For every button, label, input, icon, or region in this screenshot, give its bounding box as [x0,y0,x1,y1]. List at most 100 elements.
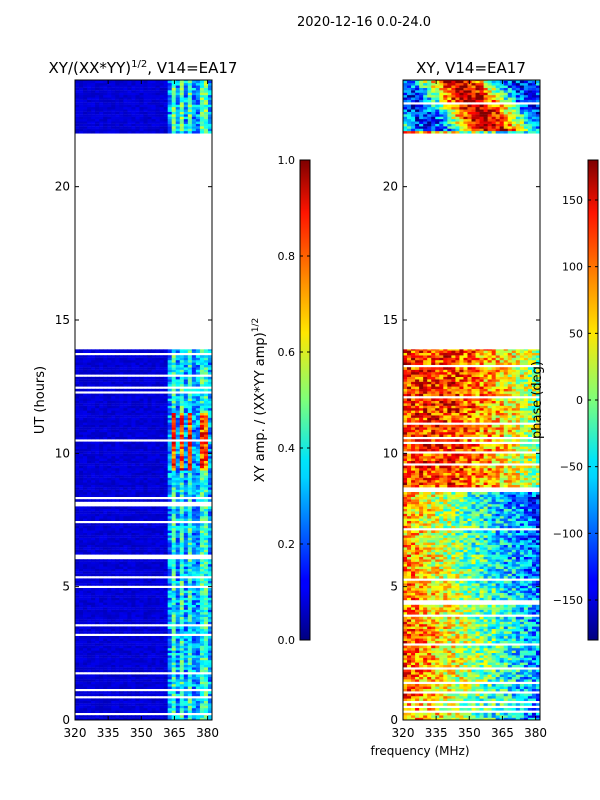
heat-cell [147,592,152,596]
heat-cell [119,540,124,543]
heat-cell [143,540,148,543]
heat-cell [179,379,185,382]
heat-cell [87,573,92,577]
heat-cell [143,118,148,122]
heat-cell [167,650,173,653]
heat-cell [183,494,189,497]
heat-cell [95,427,100,430]
heat-cell [119,403,124,406]
heat-cell [191,118,197,122]
heat-cell [159,420,165,423]
heat-cell [203,717,209,720]
heat-cell [151,405,156,409]
heat-cell [175,388,181,392]
heat-cell [127,664,132,668]
heat-cell [151,417,156,421]
heat-cell [159,650,165,653]
heat-cell [75,429,80,433]
heat-cell [79,109,84,112]
heat-cell [175,357,181,361]
heat-cell [199,715,205,718]
heat-cell [95,384,100,387]
heat-cell [187,410,193,413]
heat-cell [139,511,144,514]
heat-cell [187,655,193,658]
heat-cell [143,403,148,406]
heat-cell [171,477,177,481]
heat-cell [203,487,209,490]
heat-cell [119,441,124,445]
heat-cell [123,717,128,720]
heat-cell [207,583,212,586]
heat-cell [75,376,80,380]
heat-cell [183,434,189,437]
heat-cell [123,621,128,625]
heat-cell [115,513,120,517]
heat-cell [111,542,116,545]
heat-cell [167,523,173,526]
heat-cell [123,667,128,670]
heat-cell [167,403,173,406]
heat-cell [179,532,185,536]
heat-cell [139,626,144,629]
heat-cell [103,422,108,425]
heat-cell [135,360,140,363]
heat-cell [155,650,161,653]
heat-cell [79,657,84,661]
heat-cell [191,703,197,706]
heat-cell [99,530,104,533]
heat-cell [75,561,80,565]
heat-cell [203,573,209,577]
heat-cell [183,118,189,122]
heat-cell [195,463,201,466]
heat-cell [199,448,205,452]
heat-cell [83,367,88,370]
heat-cell [119,523,124,526]
heat-cell [79,441,84,445]
heat-cell [119,410,124,413]
heat-cell [111,657,116,661]
heat-cell [83,532,88,536]
heat-cell [167,561,173,565]
heat-cell [159,628,165,632]
heat-cell [187,508,193,512]
heat-cell [119,528,124,531]
heat-cell [79,412,84,416]
heat-cell [139,123,144,127]
heat-cell [203,547,209,550]
heat-cell [107,126,112,129]
heat-cell [111,446,116,449]
heat-cell [155,616,161,620]
heat-cell [79,655,84,658]
heat-cell [147,403,152,406]
heat-cell [159,600,165,603]
heat-cell [115,662,120,665]
heat-cell [179,715,185,718]
heat-cell [171,684,177,687]
heat-cell [107,118,112,122]
heat-cell [103,537,108,541]
heat-cell [155,592,161,596]
heat-cell [195,595,201,598]
heat-cell [123,376,128,380]
heat-cell [83,679,88,682]
heat-cell [155,604,161,608]
heat-cell [139,379,144,382]
heat-cell [199,708,205,711]
heat-cell [135,559,140,562]
heat-cell [111,693,116,697]
heat-cell [99,580,104,584]
heat-cell [87,126,92,129]
heat-cell [183,499,189,502]
heat-cell [207,388,212,392]
heat-cell [91,388,96,392]
heat-cell [135,525,140,529]
heat-cell [131,650,136,653]
heat-cell [131,715,136,718]
heat-cell [167,607,173,610]
heat-cell [183,705,189,709]
heat-cell [199,676,205,680]
heat-cell [135,638,140,641]
heat-cell [151,691,156,694]
heat-cell [175,573,181,577]
